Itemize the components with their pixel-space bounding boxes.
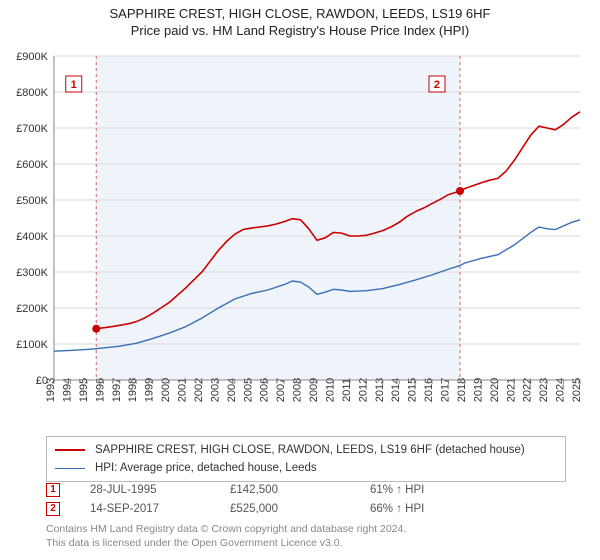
svg-text:£700K: £700K [16,123,48,135]
svg-text:2016: 2016 [423,378,435,402]
svg-text:2022: 2022 [522,378,534,402]
transaction-pct: 61% ↑ HPI [370,484,480,496]
titles: SAPPHIRE CREST, HIGH CLOSE, RAWDON, LEED… [0,0,600,38]
svg-text:1: 1 [71,79,77,91]
svg-text:2008: 2008 [292,378,304,402]
legend: SAPPHIRE CREST, HIGH CLOSE, RAWDON, LEED… [46,436,566,482]
svg-text:1998: 1998 [127,378,139,402]
svg-text:2017: 2017 [440,378,452,402]
svg-text:2018: 2018 [456,378,468,402]
svg-text:£100K: £100K [16,339,48,351]
svg-text:2024: 2024 [555,378,567,402]
svg-text:£400K: £400K [16,231,48,243]
svg-text:2019: 2019 [472,378,484,402]
legend-swatch [55,449,85,451]
transaction-date: 14-SEP-2017 [90,503,200,515]
svg-text:1994: 1994 [61,378,73,402]
transaction-row: 2 14-SEP-2017 £525,000 66% ↑ HPI [46,499,566,518]
svg-text:2004: 2004 [226,378,238,402]
svg-text:1999: 1999 [144,378,156,402]
svg-text:£500K: £500K [16,195,48,207]
svg-text:2003: 2003 [209,378,221,402]
transaction-price: £142,500 [230,484,340,496]
svg-text:2025: 2025 [571,378,583,402]
svg-text:2009: 2009 [308,378,320,402]
svg-text:£900K: £900K [16,51,48,63]
svg-text:£800K: £800K [16,87,48,99]
legend-row: SAPPHIRE CREST, HIGH CLOSE, RAWDON, LEED… [55,441,557,459]
transaction-price: £525,000 [230,503,340,515]
svg-text:1995: 1995 [78,378,90,402]
svg-text:2: 2 [434,79,440,91]
svg-text:2013: 2013 [374,378,386,402]
svg-text:£200K: £200K [16,303,48,315]
legend-row: HPI: Average price, detached house, Leed… [55,459,557,477]
transaction-marker-icon: 2 [46,502,60,516]
svg-text:2014: 2014 [390,378,402,402]
footer-line1: Contains HM Land Registry data © Crown c… [46,522,586,536]
legend-label: HPI: Average price, detached house, Leed… [95,462,317,474]
svg-text:2006: 2006 [259,378,271,402]
title-subtitle: Price paid vs. HM Land Registry's House … [0,23,600,38]
svg-text:2023: 2023 [538,378,550,402]
svg-text:2005: 2005 [242,378,254,402]
svg-text:2000: 2000 [160,378,172,402]
svg-text:2010: 2010 [324,378,336,402]
transaction-date: 28-JUL-1995 [90,484,200,496]
svg-text:2002: 2002 [193,378,205,402]
svg-text:2020: 2020 [489,378,501,402]
svg-text:£300K: £300K [16,267,48,279]
svg-text:1997: 1997 [111,378,123,402]
transaction-marker-icon: 1 [46,483,60,497]
svg-text:2015: 2015 [407,378,419,402]
footer: Contains HM Land Registry data © Crown c… [46,522,586,550]
transaction-row: 1 28-JUL-1995 £142,500 61% ↑ HPI [46,480,566,499]
transactions-table: 1 28-JUL-1995 £142,500 61% ↑ HPI 2 14-SEP-201… [46,480,566,518]
legend-label: SAPPHIRE CREST, HIGH CLOSE, RAWDON, LEED… [95,444,525,456]
svg-text:2007: 2007 [275,378,287,402]
svg-text:2011: 2011 [341,378,353,402]
svg-text:1996: 1996 [94,378,106,402]
footer-line2: This data is licensed under the Open Gov… [46,536,586,550]
chart: £0£100K£200K£300K£400K£500K£600K£700K£80… [10,50,586,426]
svg-text:2012: 2012 [357,378,369,402]
svg-text:2021: 2021 [505,378,517,402]
svg-text:1993: 1993 [45,378,57,402]
chart-svg: £0£100K£200K£300K£400K£500K£600K£700K£80… [10,50,586,426]
chart-container: SAPPHIRE CREST, HIGH CLOSE, RAWDON, LEED… [0,0,600,560]
legend-swatch [55,468,85,469]
svg-text:£600K: £600K [16,159,48,171]
svg-text:2001: 2001 [177,378,189,402]
transaction-pct: 66% ↑ HPI [370,503,480,515]
title-address: SAPPHIRE CREST, HIGH CLOSE, RAWDON, LEED… [0,6,600,21]
